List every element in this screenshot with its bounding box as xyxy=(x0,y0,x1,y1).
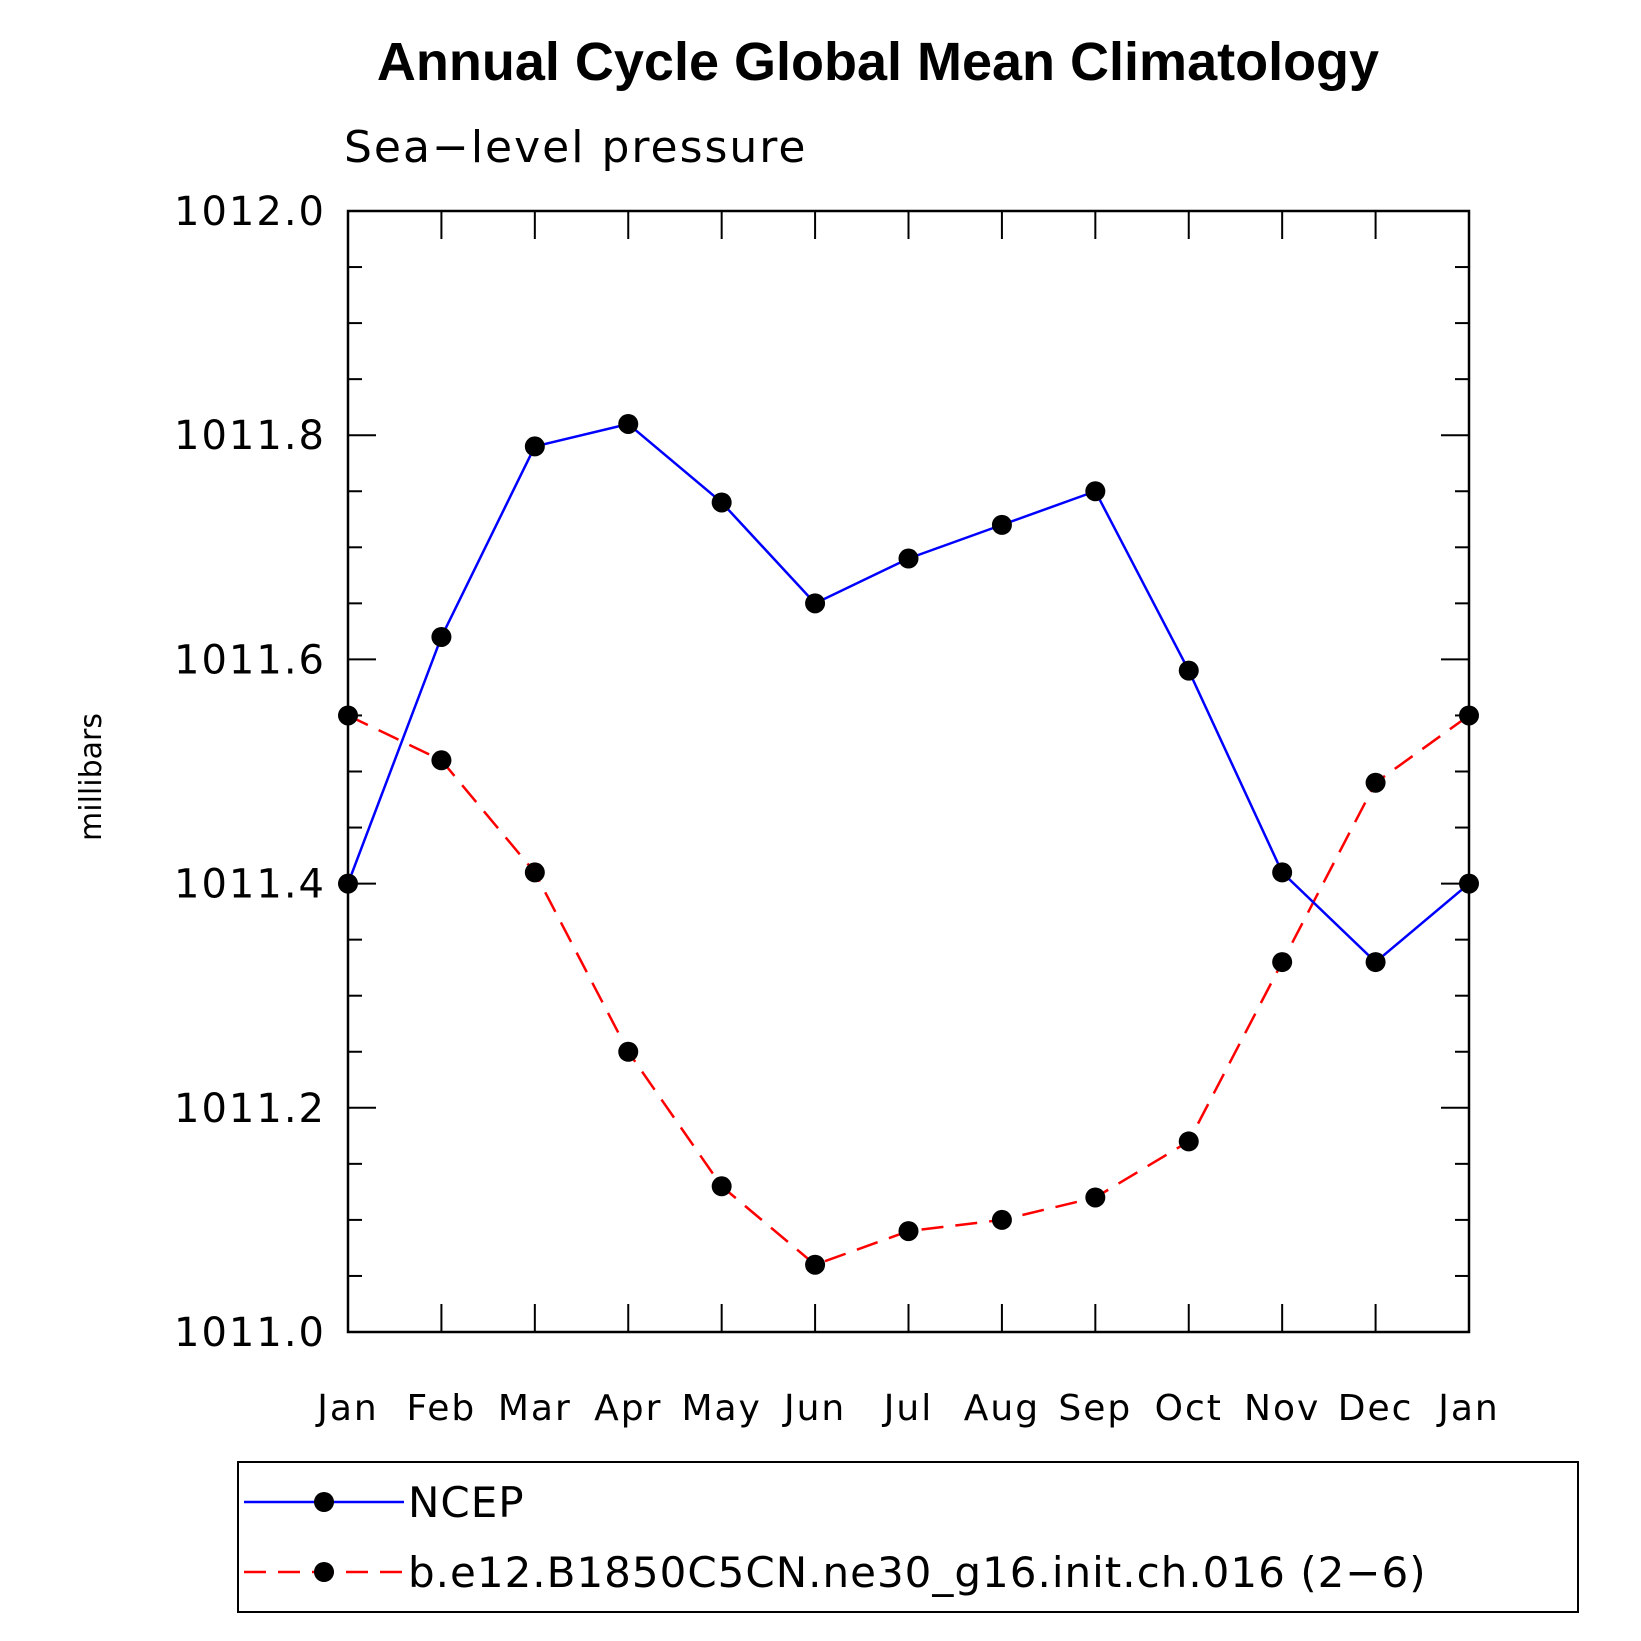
data-point-ncep xyxy=(898,548,919,569)
axes: 1011.0 1011.2 1011.4 1011.6 1011.8 1012.0 Jan F… xyxy=(174,189,1500,1429)
data-point-model xyxy=(711,1176,732,1197)
data-point-ncep xyxy=(618,413,639,434)
data-point-model xyxy=(991,1209,1012,1230)
x-tick-label: Nov xyxy=(1244,1388,1320,1429)
x-tick-label: Dec xyxy=(1338,1388,1414,1429)
data-point-model xyxy=(1085,1187,1106,1208)
series-line-ncep xyxy=(346,422,1470,964)
y-tick-label: 1011.0 xyxy=(174,1310,326,1356)
x-tick-label: Apr xyxy=(594,1388,662,1429)
chart-title: Annual Cycle Global Mean Climatology xyxy=(377,32,1379,92)
y-axis-label: millibars xyxy=(74,713,109,841)
y-tick-label: 1011.2 xyxy=(174,1086,326,1132)
legend-label-ncep: NCEP xyxy=(408,1478,525,1527)
x-tick-label: Aug xyxy=(964,1388,1040,1429)
x-tick-label: Feb xyxy=(407,1388,477,1429)
x-tick-label: Mar xyxy=(498,1388,572,1429)
x-tick-label: Jan xyxy=(315,1388,379,1429)
data-point-model xyxy=(431,750,452,771)
data-point-model xyxy=(1178,1131,1199,1152)
chart-subtitle: Sea−level pressure xyxy=(344,122,808,173)
data-point-ncep xyxy=(431,626,452,647)
x-tick-label: Jun xyxy=(782,1388,846,1429)
data-point-ncep xyxy=(991,514,1012,535)
legend: NCEP b.e12.B1850C5CN.ne30_g16.init.ch.016… xyxy=(237,1461,1579,1613)
x-tick-label: May xyxy=(681,1388,761,1429)
legend-box xyxy=(237,1461,1579,1613)
x-tick-label: Jan xyxy=(1436,1388,1500,1429)
x-tick-label: Jul xyxy=(882,1388,933,1429)
data-point-model xyxy=(618,1041,639,1062)
data-point-model xyxy=(1459,705,1479,726)
legend-marker-ncep xyxy=(314,1492,334,1512)
data-point-model xyxy=(338,705,358,726)
legend-label-model: b.e12.B1850C5CN.ne30_g16.init.ch.016 (2−… xyxy=(408,1548,1427,1597)
data-point-model xyxy=(898,1221,919,1242)
data-point-ncep xyxy=(524,436,545,457)
x-tick-label: Sep xyxy=(1058,1388,1132,1429)
data-point-model xyxy=(1272,952,1293,973)
data-point-ncep xyxy=(711,492,732,513)
plot-frame xyxy=(346,209,1471,1334)
data-point-ncep xyxy=(1178,660,1199,681)
data-point-model xyxy=(805,1254,826,1275)
y-tick-label: 1012.0 xyxy=(174,189,326,235)
data-point-ncep xyxy=(338,873,358,894)
y-tick-label: 1011.4 xyxy=(174,862,326,908)
data-point-ncep xyxy=(1459,873,1479,894)
x-tick-label: Oct xyxy=(1155,1388,1223,1429)
data-point-model xyxy=(524,862,545,883)
data-point-ncep xyxy=(805,593,826,614)
data-point-model xyxy=(1365,772,1386,793)
data-point-ncep xyxy=(1365,952,1386,973)
data-point-ncep xyxy=(1272,862,1293,883)
y-tick-label: 1011.8 xyxy=(174,413,326,459)
data-point-ncep xyxy=(1085,481,1106,502)
y-tick-label: 1011.6 xyxy=(174,637,326,683)
legend-marker-model xyxy=(314,1562,334,1582)
series-layer xyxy=(338,413,1479,1275)
series-line-model xyxy=(347,714,1470,1267)
